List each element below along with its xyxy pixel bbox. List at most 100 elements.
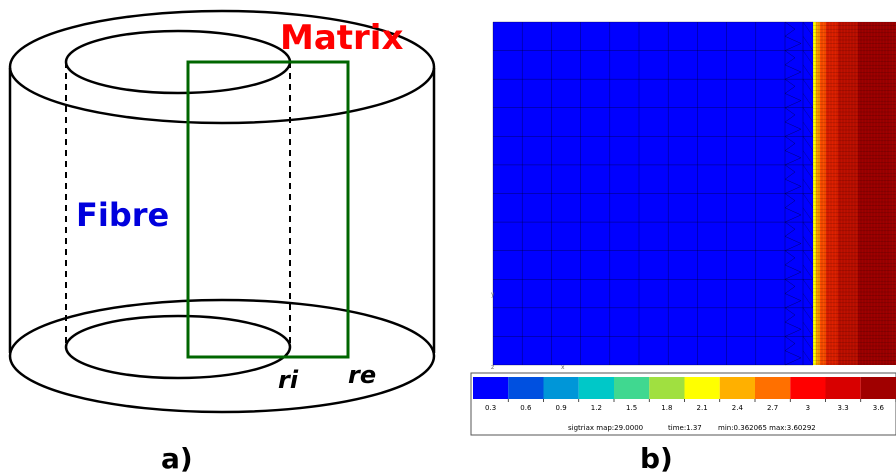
transition-cell (802, 322, 814, 337)
transition-cell (784, 178, 802, 194)
transition-cell (784, 250, 796, 266)
matrix-label: Matrix (280, 18, 403, 58)
transition-cell (784, 336, 796, 351)
transition-cell (784, 279, 796, 294)
transition-cell (802, 21, 814, 37)
colorbar-tick-label: 1.5 (626, 404, 637, 412)
transition-cell (802, 307, 814, 323)
transition-cell (802, 136, 814, 151)
panel-b: y z x 0.3 0.6 0.9 1.2 1.5 1.8 2.1 2.4 2.7 3 3.3 3.6… (470, 21, 896, 473)
panel-a: Matrix Fibre ri re a) (8, 9, 436, 473)
transition-cell (802, 179, 814, 194)
transition-cell (784, 150, 802, 166)
colorbar-tick-label: 1.8 (661, 404, 672, 412)
colorbar-tick-label: 2.1 (697, 404, 708, 412)
colorbar-tick-label: 1.2 (591, 404, 602, 412)
transition-cell (784, 321, 802, 337)
colorbar-tick-label: 0.6 (520, 404, 532, 412)
colorbar-tick-label: 3.6 (873, 404, 885, 412)
transition-cell (802, 250, 814, 266)
colorbar-swatch (860, 377, 896, 399)
matrix-band (816, 22, 820, 365)
transition-cell (802, 279, 814, 294)
transition-cell (784, 350, 802, 366)
matrix-mesh-grid (812, 21, 896, 365)
transition-cell (784, 50, 796, 66)
transition-cell (784, 293, 802, 309)
transition-cell (802, 36, 814, 51)
caption-a: a) (161, 442, 193, 473)
colorbar-swatch (578, 377, 614, 399)
colorbar-swatch (473, 377, 509, 399)
section-rectangle (186, 60, 350, 359)
axis-mark-y: y (491, 291, 495, 298)
colorbar-tick-label: 0.3 (485, 404, 496, 412)
colorbar (473, 377, 896, 399)
transition-cell (784, 36, 802, 51)
colorbar-time-info: time:1.37 (668, 424, 702, 432)
colorbar-tick-label: 2.7 (767, 404, 778, 412)
transition-cell (802, 336, 814, 351)
matrix-band (813, 22, 816, 365)
transition-cell (802, 121, 814, 137)
transition-cell (802, 236, 814, 251)
bottom-inner-ellipse (64, 314, 292, 380)
colorbar-swatch (543, 377, 579, 399)
transition-cell (784, 207, 802, 223)
colorbar-swatch (614, 377, 650, 399)
colorbar-map-info: sigtriax map:29.0000 (568, 424, 643, 432)
matrix-band (820, 22, 826, 365)
transition-cell (802, 207, 814, 223)
axis-mark-z: z (491, 364, 494, 371)
transition-cell (802, 64, 814, 80)
transition-cell (784, 307, 796, 323)
colorbar-ticks: 0.3 0.6 0.9 1.2 1.5 1.8 2.1 2.4 2.7 3 3.3 3.6 (485, 399, 896, 412)
transition-cell (802, 150, 814, 166)
colorbar-swatch (684, 377, 720, 399)
transition-cell (784, 221, 796, 237)
top-outer-ellipse (8, 9, 436, 125)
transition-cell (802, 79, 814, 94)
transition-cell (784, 193, 796, 208)
re-label: re (348, 361, 376, 389)
bottom-outer-ellipse (8, 298, 436, 414)
transition-mesh (784, 21, 814, 366)
colorbar-tick-label: 3.3 (838, 404, 849, 412)
matrix-band (838, 22, 858, 365)
transition-cell (784, 136, 796, 151)
colorbar-swatch (719, 377, 755, 399)
transition-cell (802, 264, 814, 280)
transition-cell (802, 50, 814, 65)
transition-cell (802, 164, 814, 180)
matrix-region (813, 22, 896, 365)
matrix-band (858, 22, 896, 365)
transition-cell (802, 350, 814, 366)
colorbar-swatch (825, 377, 861, 399)
colorbar-swatch (755, 377, 791, 399)
fibre-label: Fibre (76, 196, 169, 234)
transition-cell (784, 236, 802, 251)
transition-cell (802, 221, 814, 237)
transition-cell (802, 93, 814, 108)
colorbar-tick-label: 0.9 (556, 404, 567, 412)
transition-cell (784, 164, 796, 180)
colorbar-tick-label: 2.4 (732, 404, 744, 412)
transition-cell (784, 93, 802, 108)
caption-b: b) (640, 442, 673, 473)
ri-label: ri (278, 366, 299, 394)
colorbar-tick-label: 3 (806, 404, 810, 412)
transition-cell (784, 107, 796, 123)
colorbar-swatch (649, 377, 685, 399)
transition-cell (784, 264, 802, 280)
transition-cell (802, 193, 814, 208)
transition-cell (784, 121, 802, 137)
transition-cell (802, 293, 814, 308)
colorbar-swatch (790, 377, 826, 399)
transition-cell (784, 64, 802, 80)
fibre-mesh-grid (492, 21, 813, 366)
transition-cell (802, 107, 814, 123)
transition-cell (784, 21, 796, 37)
axis-mark-x: x (561, 364, 565, 371)
colorbar-range-info: min:0.362065 max:3.60292 (718, 424, 816, 432)
